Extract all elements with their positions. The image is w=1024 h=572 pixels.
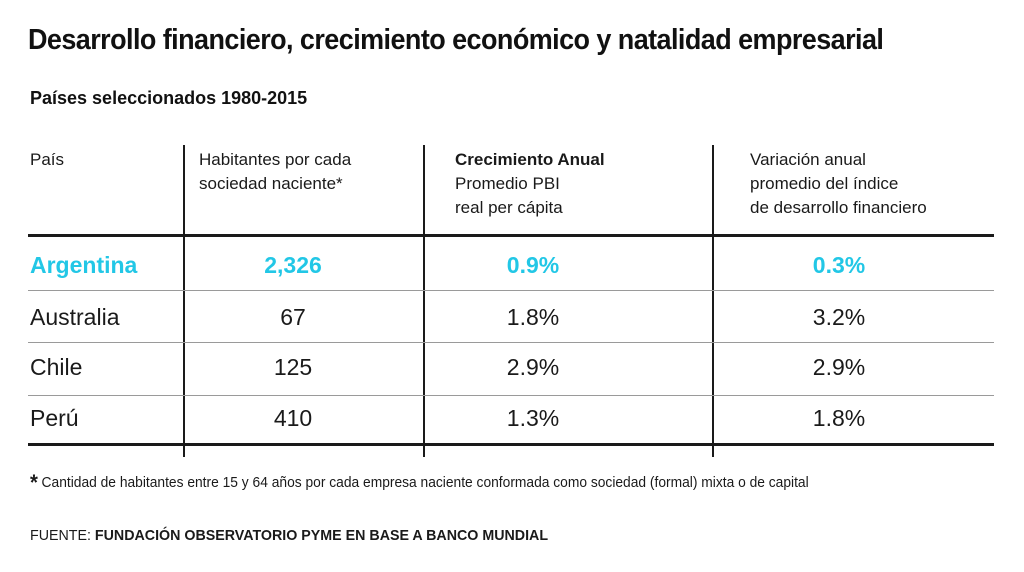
cell-country: Australia: [30, 304, 120, 330]
cell-country: Argentina: [30, 252, 138, 278]
cell-habitantes: 125: [273, 354, 313, 380]
source-label: FUENTE:: [30, 527, 95, 544]
page-subtitle: Países seleccionados 1980-2015: [30, 88, 308, 108]
column-header-line: Variación anual: [750, 150, 866, 169]
bottom-rule: [28, 443, 994, 446]
column-divider: [423, 145, 425, 457]
cell-habitantes: 67: [280, 304, 306, 330]
column-header-line: real per cápita: [455, 198, 563, 217]
column-header-line: Promedio PBI: [455, 174, 560, 193]
row-divider: [28, 342, 994, 343]
column-header-line: País: [30, 150, 65, 169]
row-divider: [28, 395, 994, 396]
column-header-habitantes: Habitantes por cada sociedad naciente*: [199, 148, 351, 196]
source-credit: FUENTE: FUNDACIÓN OBSERVATORIO PYME EN B…: [30, 527, 548, 544]
cell-variacion: 3.2%: [812, 304, 866, 330]
column-header-line: Habitantes por cada: [199, 150, 352, 169]
column-header-line: de desarrollo financiero: [750, 198, 927, 217]
cell-country: Perú: [30, 405, 79, 431]
column-header-line: sociedad naciente*: [199, 174, 343, 193]
page-title: Desarrollo financiero, crecimiento econó…: [28, 24, 884, 56]
source-name: FUNDACIÓN OBSERVATORIO PYME EN BASE A BA…: [94, 527, 549, 544]
cell-crecimiento: 1.8%: [506, 304, 560, 330]
column-divider: [183, 145, 185, 457]
cell-variacion: 1.8%: [812, 405, 866, 431]
cell-crecimiento: 2.9%: [506, 354, 560, 380]
cell-crecimiento: 0.9%: [506, 252, 560, 278]
header-rule: [28, 234, 994, 237]
column-header-line: promedio del índice: [750, 174, 899, 193]
column-divider: [712, 145, 714, 457]
cell-habitantes: 2,326: [264, 252, 322, 278]
column-header-pais: País: [30, 148, 64, 172]
row-divider: [28, 290, 994, 291]
cell-crecimiento: 1.3%: [506, 405, 560, 431]
cell-variacion: 2.9%: [812, 354, 866, 380]
footnote-marker: *: [30, 470, 38, 495]
cell-habitantes: 410: [273, 405, 313, 431]
cell-variacion: 0.3%: [812, 252, 866, 278]
column-header-variacion: Variación anual promedio del índice de d…: [750, 148, 927, 220]
cell-country: Chile: [30, 354, 83, 380]
column-header-crecimiento: Crecimiento Anual Promedio PBI real per …: [455, 148, 605, 220]
footnote-text: Cantidad de habitantes entre 15 y 64 año…: [41, 474, 809, 491]
column-header-line: Crecimiento Anual: [455, 150, 605, 169]
footnote: * Cantidad de habitantes entre 15 y 64 añ…: [30, 470, 809, 496]
